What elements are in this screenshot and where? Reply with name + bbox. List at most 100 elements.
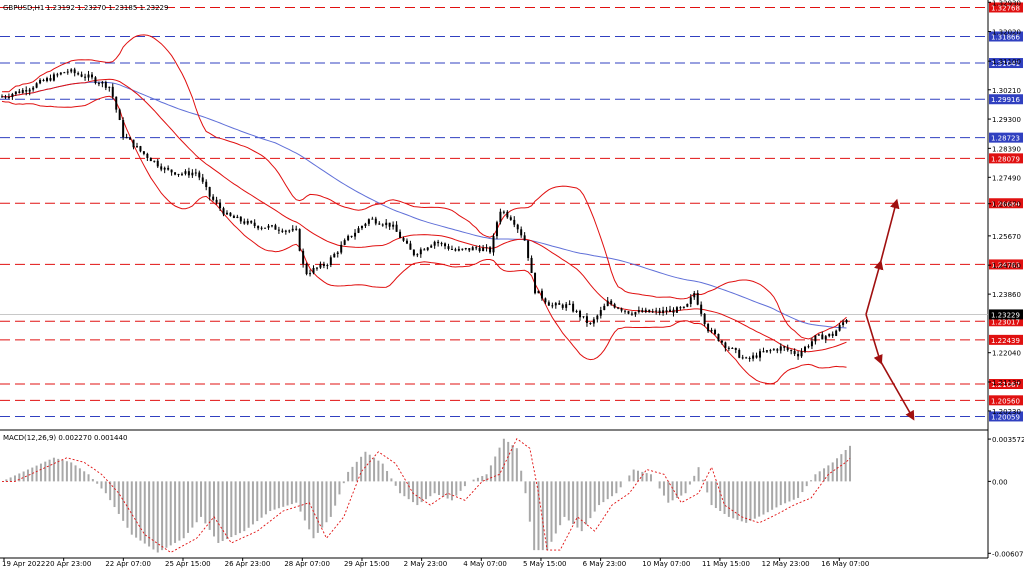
candle-body bbox=[520, 229, 523, 236]
candle-body bbox=[94, 77, 97, 84]
candle-body bbox=[523, 235, 526, 241]
candle-body bbox=[336, 252, 339, 254]
time-tick-label: 20 Apr 23:00 bbox=[46, 560, 92, 568]
time-tick-label: 22 Apr 07:00 bbox=[105, 560, 151, 568]
price-level-badge bbox=[989, 395, 1023, 406]
price-tick-label: 1.23860 bbox=[992, 291, 1021, 299]
macd-pane[interactable]: 0.003572 0.00 -0.006072 bbox=[2, 436, 1024, 558]
price-pane[interactable] bbox=[0, 0, 989, 559]
candle-body bbox=[187, 171, 190, 176]
candle-body bbox=[547, 302, 550, 306]
price-tick-label: 1.30210 bbox=[992, 87, 1021, 95]
price-level-badge bbox=[989, 132, 1023, 143]
candle-body bbox=[291, 228, 294, 231]
candle-body bbox=[707, 324, 710, 332]
forecast-arrows bbox=[865, 198, 915, 421]
candle-body bbox=[741, 357, 744, 359]
candle-body bbox=[454, 249, 457, 251]
candle-body bbox=[765, 350, 768, 352]
candle-body bbox=[492, 236, 495, 253]
candle-body bbox=[295, 228, 298, 230]
candle-body bbox=[810, 341, 813, 347]
candle-body bbox=[495, 222, 498, 237]
price-level-label: 1.32768 bbox=[991, 4, 1020, 12]
candle-body bbox=[769, 350, 772, 352]
candle-body bbox=[298, 229, 301, 251]
candle-body bbox=[1, 96, 3, 98]
price-level-badge bbox=[989, 58, 1023, 69]
candle-body bbox=[191, 172, 194, 176]
candle-body bbox=[610, 300, 613, 305]
candle-body bbox=[357, 228, 360, 233]
candle-body bbox=[388, 222, 391, 227]
candle-body bbox=[49, 78, 52, 81]
price-level-badge bbox=[989, 411, 1023, 422]
price-tick-label: 1.28390 bbox=[992, 145, 1021, 153]
forecast-arrow-down bbox=[865, 314, 915, 421]
candle-body bbox=[655, 310, 658, 312]
candle-body bbox=[450, 248, 453, 250]
candle-body bbox=[693, 293, 696, 298]
candle-body bbox=[776, 349, 779, 351]
candle-body bbox=[122, 119, 125, 138]
candle-body bbox=[215, 199, 218, 203]
candle-body bbox=[603, 305, 606, 311]
candle-body bbox=[762, 351, 765, 353]
candle-body bbox=[402, 237, 405, 241]
price-level-label: 1.28079 bbox=[991, 155, 1020, 163]
candle-body bbox=[395, 224, 398, 232]
time-tick-label: 28 Apr 07:00 bbox=[284, 560, 330, 568]
candle-body bbox=[589, 323, 592, 325]
candle-body bbox=[205, 181, 208, 188]
candle-body bbox=[444, 243, 447, 247]
candle-body bbox=[156, 160, 159, 167]
candle-body bbox=[11, 93, 14, 97]
candle-body bbox=[675, 307, 678, 313]
candle-body bbox=[315, 267, 318, 269]
time-tick-label: 11 May 15:00 bbox=[702, 560, 750, 568]
candle-body bbox=[399, 231, 402, 238]
candle-body bbox=[464, 248, 467, 250]
candle-body bbox=[250, 220, 253, 223]
candle-body bbox=[745, 357, 748, 359]
price-level-badge bbox=[989, 2, 1023, 13]
candle-body bbox=[651, 311, 654, 313]
candle-body bbox=[101, 82, 104, 84]
candle-body bbox=[551, 305, 554, 307]
candle-body bbox=[630, 313, 633, 315]
candle-body bbox=[73, 69, 76, 74]
candle-body bbox=[627, 311, 630, 314]
candle-body bbox=[32, 87, 35, 90]
candle-body bbox=[305, 263, 308, 275]
candle-body bbox=[354, 232, 357, 237]
candle-body bbox=[139, 146, 142, 152]
candle-body bbox=[236, 216, 239, 219]
candle-body bbox=[302, 250, 305, 264]
candle-body bbox=[39, 79, 42, 84]
candle-body bbox=[617, 307, 620, 309]
candle-body bbox=[329, 257, 332, 266]
candle-body bbox=[433, 241, 436, 246]
candle-body bbox=[21, 90, 24, 93]
candle-body bbox=[264, 227, 267, 229]
candle-body bbox=[174, 172, 177, 175]
candle-body bbox=[87, 74, 90, 78]
candle-body bbox=[426, 247, 429, 250]
candle-body bbox=[405, 240, 408, 244]
macd-tick-label: 0.003572 bbox=[992, 436, 1024, 444]
candle-body bbox=[482, 247, 485, 252]
candle-body bbox=[516, 224, 519, 230]
price-tick-label: 1.27490 bbox=[992, 174, 1021, 182]
candle-body bbox=[222, 208, 225, 215]
candle-body bbox=[471, 247, 474, 251]
candle-body bbox=[77, 73, 80, 75]
candle-body bbox=[208, 187, 211, 197]
candle-body bbox=[724, 342, 727, 348]
candle-body bbox=[267, 225, 270, 228]
candle-body bbox=[104, 82, 107, 88]
candle-body bbox=[804, 346, 807, 352]
candle-body bbox=[800, 351, 803, 357]
candle-body bbox=[506, 211, 509, 218]
candle-body bbox=[613, 304, 616, 308]
